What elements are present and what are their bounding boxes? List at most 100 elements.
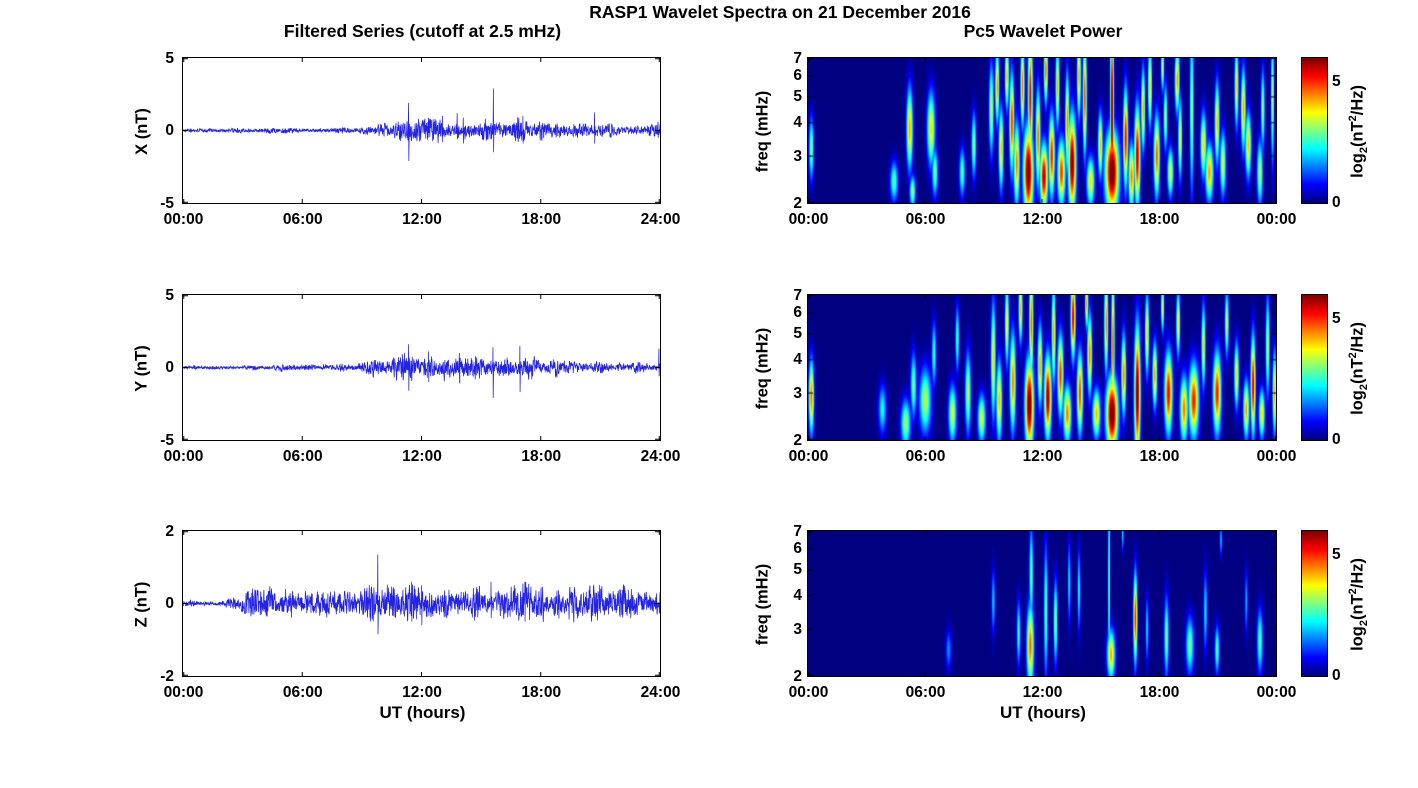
tick-label: 0 — [165, 359, 174, 376]
tick-label: 18:00 — [521, 684, 562, 701]
tick-label: 12:00 — [402, 211, 442, 228]
tick-label: 0 — [1332, 667, 1341, 684]
tick-label: 4 — [793, 587, 802, 605]
x-series-xaxis-ticks: 00:00 06:00 12:00 18:00 24:00 — [164, 209, 681, 229]
tick-label: -5 — [160, 431, 174, 449]
left-xaxis-title: UT (hours) — [379, 703, 466, 722]
tick-label: 6 — [793, 304, 802, 322]
colorbar — [1301, 294, 1328, 441]
series-waveform — [183, 295, 660, 440]
yaxis-label-text: freq (mHz) — [753, 563, 772, 645]
tick-label: 18:00 — [521, 448, 562, 465]
z-series-xaxis-ticks: 00:00 06:00 12:00 18:00 24:00 — [164, 682, 681, 702]
y-wavelet-xaxis-ticks: 00:00 06:00 12:00 18:00 00:00 — [789, 446, 1297, 466]
tick-label: 5 — [793, 561, 802, 579]
z-series-plot — [182, 530, 661, 677]
tick-label: 18:00 — [1139, 448, 1180, 465]
tick-label: 18:00 — [1139, 684, 1180, 701]
figure-title: RASP1 Wavelet Spectra on 21 December 201… — [589, 2, 971, 22]
tick-label: 5 — [1332, 546, 1341, 564]
tick-label: 5 — [793, 325, 802, 343]
tick-label: 12:00 — [1022, 211, 1063, 228]
tick-label: 00:00 — [788, 684, 829, 701]
tick-label: -5 — [160, 194, 174, 212]
tick-label: 24:00 — [640, 448, 681, 465]
left-column-title: Filtered Series (cutoff at 2.5 mHz) — [283, 21, 562, 41]
y-series-xaxis-ticks: 00:00 06:00 12:00 18:00 24:00 — [164, 446, 681, 466]
tick-label: 00:00 — [1256, 211, 1297, 228]
yaxis-label-text: freq (mHz) — [753, 327, 772, 409]
tick-label: 5 — [165, 49, 174, 67]
tick-label: 06:00 — [282, 448, 323, 465]
tick-label: 00:00 — [163, 448, 204, 465]
colorbar-label: log2(nT2/Hz) — [1342, 57, 1374, 205]
tick-label: 7 — [793, 522, 802, 540]
tick-label: 00:00 — [788, 211, 829, 228]
y-series-plot — [182, 294, 661, 441]
tick-label: 2 — [793, 194, 802, 212]
colorbar-label-text: log2(nT2/Hz) — [1346, 321, 1370, 415]
tick-label: 7 — [793, 49, 802, 67]
colorbar-label-text: log2(nT2/Hz) — [1346, 557, 1370, 651]
right-xaxis-title: UT (hours) — [1000, 703, 1086, 722]
tick-label: 3 — [793, 384, 802, 402]
tick-label: 0 — [1332, 194, 1341, 211]
colorbar-label-text: log2(nT2/Hz) — [1346, 84, 1370, 178]
colorbar — [1301, 57, 1328, 204]
tick-label: 24:00 — [640, 684, 681, 701]
tick-label: 00:00 — [788, 448, 829, 465]
tick-label: 0 — [165, 595, 174, 612]
tick-label: 6 — [793, 67, 802, 85]
y-series-yaxis-ticks: 5 0 -5 — [142, 287, 174, 449]
tick-label: 4 — [793, 114, 802, 132]
x-series-yaxis-ticks: 5 0 -5 — [142, 50, 174, 212]
tick-label: 5 — [793, 88, 802, 106]
tick-label: 00:00 — [163, 211, 204, 228]
tick-label: 7 — [793, 286, 802, 304]
tick-label: 6 — [793, 540, 802, 558]
series-waveform — [183, 58, 660, 203]
series-waveform — [183, 531, 660, 676]
z-wavelet-yaxis-label: freq (mHz) — [752, 530, 774, 678]
tick-label: 5 — [165, 286, 174, 304]
y-wavelet-heatmap — [807, 294, 1277, 441]
tick-label: 00:00 — [163, 684, 204, 701]
colorbar-label: log2(nT2/Hz) — [1342, 294, 1374, 442]
tick-label: 00:00 — [1256, 448, 1297, 465]
tick-label: 4 — [793, 351, 802, 369]
x-wavelet-yaxis-label: freq (mHz) — [752, 57, 774, 205]
y-wavelet-yaxis-label: freq (mHz) — [752, 294, 774, 442]
right-column-title: Pc5 Wavelet Power — [963, 21, 1123, 41]
tick-label: 06:00 — [905, 211, 946, 228]
x-wavelet-xaxis-ticks: 00:00 06:00 12:00 18:00 00:00 — [789, 209, 1297, 229]
colorbar-label: log2(nT2/Hz) — [1342, 530, 1374, 678]
z-series-yaxis-ticks: 2 0 -2 — [142, 523, 174, 685]
tick-label: 12:00 — [1022, 684, 1063, 701]
tick-label: 00:00 — [1256, 684, 1297, 701]
tick-label: 5 — [1332, 310, 1341, 328]
tick-label: 24:00 — [640, 211, 681, 228]
tick-label: 2 — [793, 667, 802, 685]
tick-label: 12:00 — [402, 684, 442, 701]
tick-label: 3 — [793, 620, 802, 638]
tick-label: 0 — [1332, 431, 1341, 448]
x-wavelet-heatmap — [807, 57, 1277, 204]
tick-label: 06:00 — [905, 684, 946, 701]
tick-label: 5 — [1332, 73, 1341, 91]
tick-label: 12:00 — [1022, 448, 1063, 465]
x-series-plot — [182, 57, 661, 204]
tick-label: 2 — [793, 431, 802, 449]
yaxis-label-text: freq (mHz) — [753, 90, 772, 172]
tick-label: 18:00 — [521, 211, 562, 228]
tick-label: 18:00 — [1139, 211, 1180, 228]
colorbar — [1301, 530, 1328, 677]
tick-label: 06:00 — [905, 448, 946, 465]
tick-label: 06:00 — [282, 211, 323, 228]
